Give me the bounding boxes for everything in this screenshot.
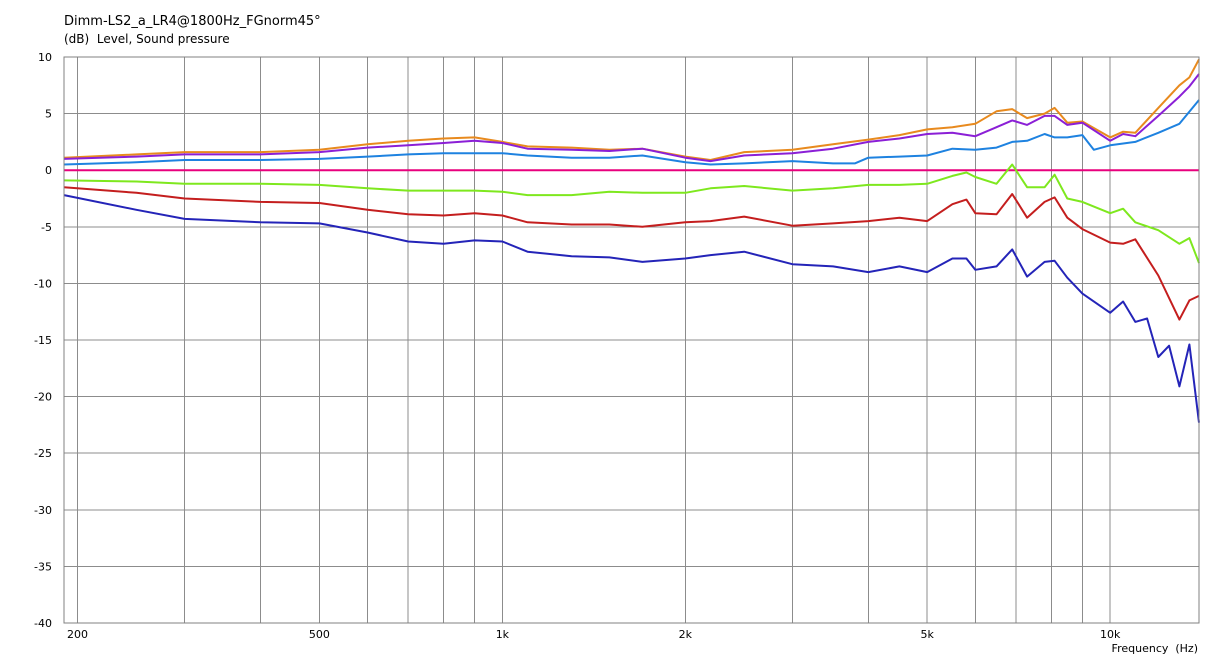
x-tick-label: 10k (1100, 628, 1121, 641)
y-tick-label: -5 (41, 221, 52, 234)
y-tick-label: -10 (34, 277, 52, 290)
y-axis-title: (dB) Level, Sound pressure (64, 32, 230, 46)
y-tick-label: -30 (34, 504, 52, 517)
chart-title: Dimm-LS2_a_LR4@1800Hz_FGnorm45° (64, 14, 321, 29)
x-tick-label: 1k (496, 628, 510, 641)
x-tick-label: 5k (921, 628, 935, 641)
series-line-3 (63, 99, 1200, 166)
y-tick-label: 0 (45, 164, 52, 177)
plot-frame (63, 56, 1200, 624)
y-tick-label: 10 (38, 51, 52, 64)
series-line-5 (63, 163, 1200, 264)
y-tick-label: -20 (34, 391, 52, 404)
series-lines (63, 58, 1200, 423)
x-tick-label: 200 (67, 628, 88, 641)
y-tick-label: 5 (45, 108, 52, 121)
x-axis-title: Frequency (Hz) (1112, 642, 1198, 655)
x-tick-labels: 200 500 1k 2k 5k 10k (67, 628, 1121, 641)
series-line-6 (63, 186, 1200, 321)
y-tick-label: -25 (34, 447, 52, 460)
y-tick-label: -15 (34, 334, 52, 347)
y-tick-label: -35 (34, 560, 52, 573)
series-line-1 (63, 58, 1200, 161)
series-line-2 (63, 73, 1200, 163)
y-tick-label: -40 (34, 617, 52, 630)
x-tick-label: 500 (309, 628, 330, 641)
y-tick-labels: 10 5 0 -5 -10 -15 -20 -25 -30 -35 -40 (34, 51, 52, 630)
grid (64, 56, 1199, 624)
x-tick-label: 2k (679, 628, 693, 641)
series-line-7 (63, 194, 1200, 423)
